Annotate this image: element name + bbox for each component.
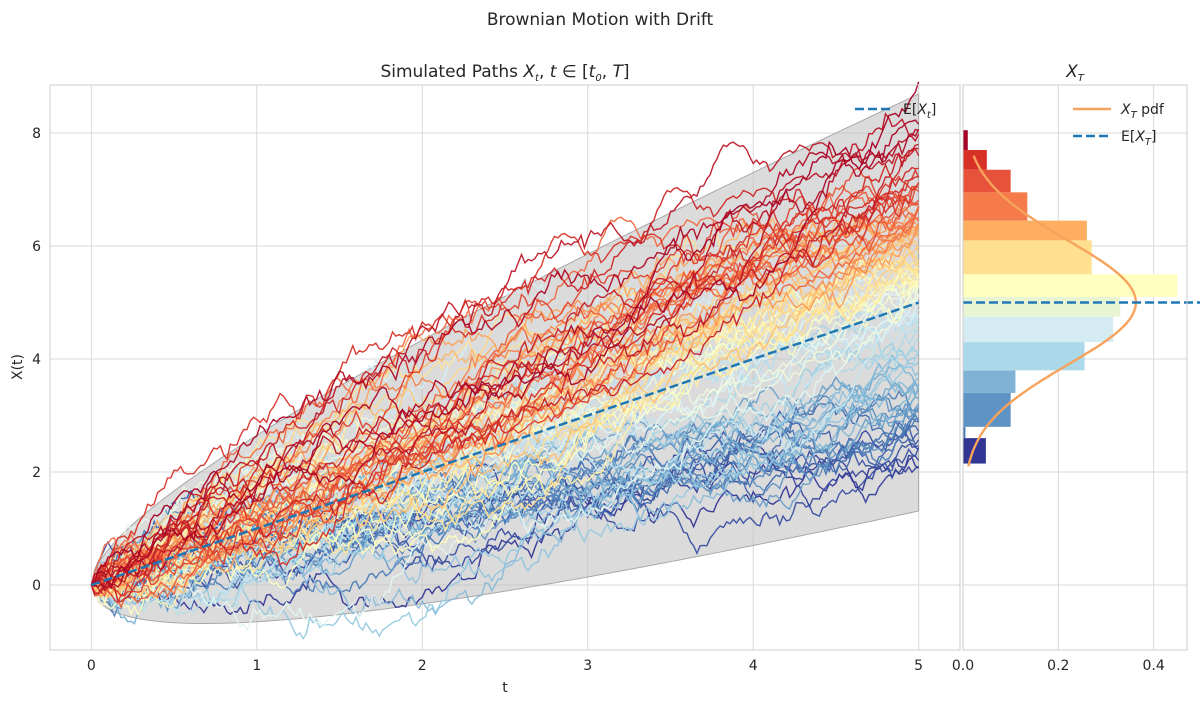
simulated-path (90, 81, 920, 586)
simulated-paths (90, 81, 920, 640)
simulated-path (91, 128, 920, 589)
x-tick-label: 0 (87, 658, 96, 674)
paths-y-ticks: 0 2 4 6 8 (32, 126, 41, 594)
histogram-bar (963, 438, 986, 464)
y-axis-label: X(t) (10, 354, 26, 380)
x-tick-label: 2 (418, 658, 427, 674)
pdf-curve (967, 155, 1137, 467)
simulated-path (91, 128, 919, 588)
x-axis-label: t (502, 680, 508, 696)
terminal-panel-title: XT (1065, 62, 1085, 84)
terminal-x-ticks: 0.0 0.2 0.4 (952, 658, 1165, 674)
histogram-bar (963, 426, 966, 439)
terminal-legend: XT pdf E[XT] (1073, 102, 1165, 148)
simulated-path (91, 176, 919, 586)
simulated-path (90, 214, 919, 598)
paths-x-ticks: 0 1 2 3 4 5 (87, 658, 923, 674)
histogram-bar (963, 274, 1178, 297)
expected-value-dashed-line (90, 301, 920, 587)
histogram-bar (963, 169, 1011, 193)
histogram-bar (963, 316, 1114, 343)
y-tick-label: 6 (32, 239, 41, 255)
simulated-path (91, 295, 920, 632)
paths-legend: E[Xt] (855, 102, 936, 121)
legend-label-terminal-mean: E[XT] (1121, 129, 1156, 148)
legend-label-expected: E[Xt] (903, 102, 936, 121)
pdf-curve-line (967, 155, 1137, 467)
simulated-path (91, 182, 920, 598)
y-tick-label: 4 (32, 352, 41, 368)
simulated-path (90, 119, 920, 590)
expected-value-line (90, 301, 920, 587)
x-tick-label: 4 (749, 658, 758, 674)
terminal-x-tick-label: 0.2 (1047, 658, 1069, 674)
simulated-path (90, 264, 919, 586)
paths-panel-title: Simulated Paths Xt, t ∈ [t0, T] (380, 62, 629, 84)
histogram-bar (963, 296, 1121, 317)
paths-panel: Simulated Paths Xt, t ∈ [t0, T] 0 1 2 3 4 5 0… (10, 62, 961, 696)
simulated-path (91, 168, 920, 587)
histogram-bar (963, 370, 1016, 393)
simulated-path (91, 112, 920, 592)
simulated-path (90, 215, 919, 599)
simulated-path (90, 285, 920, 602)
simulated-path (90, 351, 920, 640)
y-tick-label: 2 (32, 465, 41, 481)
simulated-path (90, 195, 920, 586)
x-tick-label: 3 (583, 658, 592, 674)
paths-panel-frame (49, 84, 961, 651)
terminal-distribution-panel: XT 0.0 0.2 0.4 XT pdf E[XT] (952, 62, 1200, 674)
y-tick-label: 8 (32, 126, 41, 142)
terminal-panel-frame (962, 84, 1188, 651)
simulated-path (90, 447, 920, 590)
simulated-path (90, 281, 920, 617)
x-tick-label: 1 (252, 658, 261, 674)
simulated-path (90, 276, 919, 598)
histogram-bar (963, 130, 968, 150)
simulated-path (91, 249, 920, 588)
histogram-bar (963, 192, 1028, 221)
simulated-path (90, 225, 920, 586)
histogram-bar (963, 220, 1087, 241)
simulated-path (91, 261, 920, 588)
simulated-path (91, 148, 920, 603)
histogram-bar (963, 240, 1092, 275)
figure-title: Brownian Motion with Drift (487, 10, 714, 30)
terminal-x-tick-label: 0.4 (1143, 658, 1165, 674)
y-tick-label: 0 (32, 578, 41, 594)
simulated-path (90, 456, 920, 616)
legend-label-pdf: XT pdf (1120, 102, 1165, 121)
simulated-path (90, 219, 920, 586)
x-tick-label: 5 (914, 658, 923, 674)
terminal-x-tick-label: 0.0 (952, 658, 974, 674)
